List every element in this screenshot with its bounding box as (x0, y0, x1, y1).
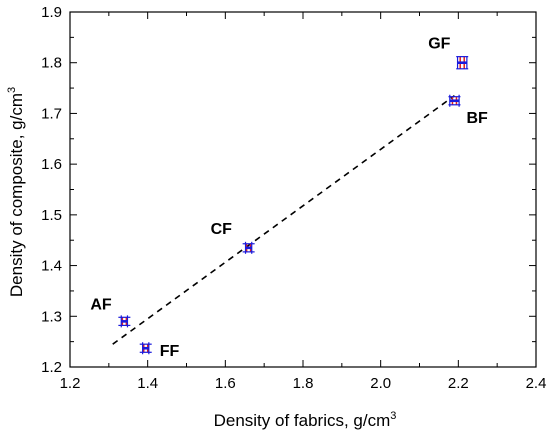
x-tick-label: 2.0 (370, 375, 391, 392)
y-tick-label: 1.2 (41, 359, 62, 376)
y-tick-label: 1.6 (41, 156, 62, 173)
y-tick-label: 1.5 (41, 207, 62, 224)
x-tick-label: 1.2 (60, 375, 81, 392)
y-axis-title: Density of composite, g/cm3 (6, 87, 26, 297)
x-tick-label: 2.4 (526, 375, 547, 392)
point-label-cf: CF (211, 221, 233, 238)
plot-axes: 1.2 1.4 1.6 1.8 2.0 2.2 2.4 1.2 1.3 1.4 1.5 1.6 1.7 1… (41, 4, 546, 392)
data-point-bf (448, 94, 461, 107)
x-axis-title: Density of fabrics, g/cm3 (214, 410, 397, 430)
fit-line (112, 95, 455, 345)
y-tick-label: 1.9 (41, 4, 62, 21)
point-label-af: AF (90, 296, 112, 313)
data-point-af (118, 315, 131, 328)
data-point-cf (242, 241, 255, 254)
point-label-ff: FF (160, 343, 180, 360)
plot-frame (69, 11, 537, 368)
y-tick-label: 1.4 (41, 258, 62, 275)
data-point-ff (139, 342, 152, 355)
x-tick-label: 1.4 (137, 375, 158, 392)
y-tick-label: 1.8 (41, 55, 62, 72)
fit-line-layer (112, 95, 455, 345)
x-tick-label: 2.2 (448, 375, 469, 392)
y-tick-label: 1.3 (41, 308, 62, 325)
data-points-layer (118, 56, 469, 355)
x-tick-label: 1.6 (215, 375, 236, 392)
x-tick-label: 1.8 (293, 375, 314, 392)
y-tick-label: 1.7 (41, 105, 62, 122)
point-label-gf: GF (428, 36, 450, 53)
point-label-bf: BF (466, 110, 488, 127)
point-labels-layer: AF FF CF BF GF (90, 36, 488, 361)
data-point-gf (456, 56, 469, 70)
